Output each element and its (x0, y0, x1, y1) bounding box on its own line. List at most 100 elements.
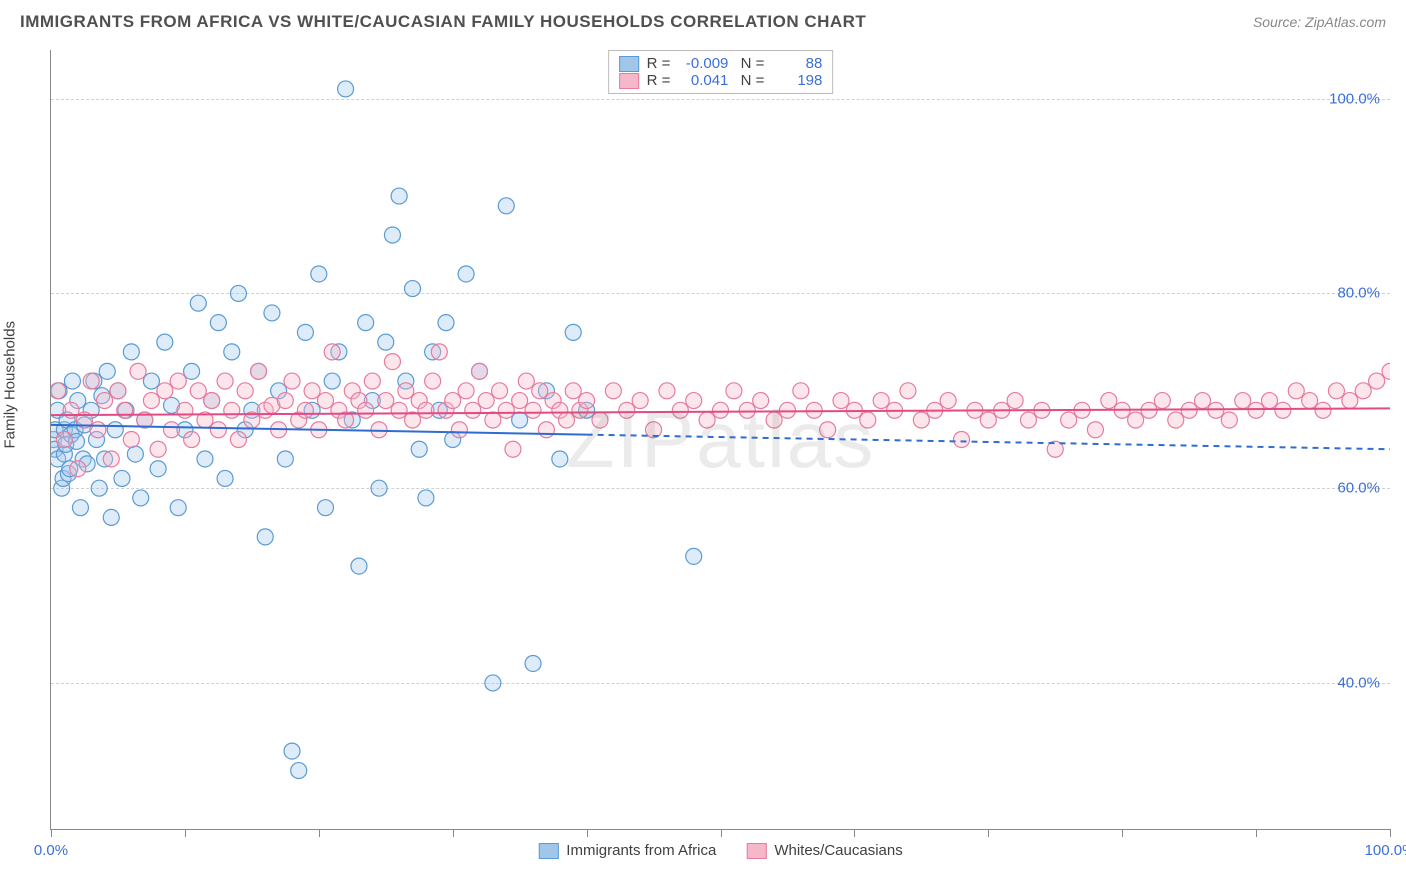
data-point (512, 393, 528, 409)
data-point (297, 402, 313, 418)
data-point (338, 81, 354, 97)
chart-header: IMMIGRANTS FROM AFRICA VS WHITE/CAUCASIA… (0, 0, 1406, 40)
data-point (251, 363, 267, 379)
legend-n-label: N = (736, 72, 764, 89)
data-point (364, 373, 380, 389)
data-point (471, 363, 487, 379)
plot-area: ZIPatlas R = -0.009 N = 88 R = 0.041 N =… (50, 50, 1390, 830)
data-point (358, 402, 374, 418)
data-point (170, 373, 186, 389)
data-point (739, 402, 755, 418)
x-tick (453, 829, 454, 837)
x-tick (854, 829, 855, 837)
data-point (133, 490, 149, 506)
data-point (277, 393, 293, 409)
legend-n-label: N = (736, 55, 764, 72)
data-point (123, 432, 139, 448)
data-point (264, 305, 280, 321)
data-point (1248, 402, 1264, 418)
data-point (224, 344, 240, 360)
data-point (431, 344, 447, 360)
data-point (820, 422, 836, 438)
data-point (913, 412, 929, 428)
data-point (686, 393, 702, 409)
data-point (157, 334, 173, 350)
x-tick (319, 829, 320, 837)
data-point (117, 402, 133, 418)
data-point (371, 480, 387, 496)
data-point (418, 490, 434, 506)
data-point (297, 324, 313, 340)
data-point (123, 344, 139, 360)
data-point (1355, 383, 1371, 399)
data-point (257, 529, 273, 545)
data-point (726, 383, 742, 399)
data-point (1328, 383, 1344, 399)
data-point (485, 412, 501, 428)
data-point (157, 383, 173, 399)
data-point (230, 432, 246, 448)
data-point (384, 354, 400, 370)
data-point (103, 451, 119, 467)
data-point (954, 432, 970, 448)
data-point (1302, 393, 1318, 409)
x-tick (988, 829, 989, 837)
data-point (1168, 412, 1184, 428)
data-point (1061, 412, 1077, 428)
data-point (110, 383, 126, 399)
data-point (284, 373, 300, 389)
x-tick (1256, 829, 1257, 837)
legend-item-africa: Immigrants from Africa (538, 842, 716, 859)
data-point (525, 402, 541, 418)
data-point (538, 422, 554, 438)
data-point (210, 422, 226, 438)
data-point (659, 383, 675, 399)
data-point (130, 363, 146, 379)
legend-r-label: R = (647, 55, 671, 72)
data-point (532, 383, 548, 399)
data-point (1342, 393, 1358, 409)
data-point (465, 402, 481, 418)
data-point (114, 470, 130, 486)
data-point (505, 441, 521, 457)
legend-n-value-white: 198 (772, 72, 822, 89)
x-tick-label: 0.0% (34, 842, 68, 859)
legend-row: R = -0.009 N = 88 (619, 55, 823, 72)
data-point (445, 393, 461, 409)
data-point (1315, 402, 1331, 418)
legend-series: Immigrants from Africa Whites/Caucasians (538, 842, 902, 859)
data-point (605, 383, 621, 399)
legend-swatch-white (619, 73, 639, 89)
data-point (498, 198, 514, 214)
data-point (184, 363, 200, 379)
data-point (398, 383, 414, 399)
data-point (565, 324, 581, 340)
data-point (559, 412, 575, 428)
data-point (766, 412, 782, 428)
data-point (686, 548, 702, 564)
data-point (70, 461, 86, 477)
data-point (143, 393, 159, 409)
data-point (1101, 393, 1117, 409)
data-point (91, 480, 107, 496)
y-axis-label: Family Households (2, 321, 19, 449)
data-point (1128, 412, 1144, 428)
data-point (64, 373, 80, 389)
data-point (99, 363, 115, 379)
chart-source: Source: ZipAtlas.com (1253, 14, 1386, 30)
data-point (425, 373, 441, 389)
legend-r-label: R = (647, 72, 671, 89)
data-point (317, 393, 333, 409)
chart-title: IMMIGRANTS FROM AFRICA VS WHITE/CAUCASIA… (20, 12, 866, 32)
legend-label-africa: Immigrants from Africa (566, 842, 716, 859)
data-point (525, 655, 541, 671)
data-point (378, 393, 394, 409)
data-point (1195, 393, 1211, 409)
data-point (72, 500, 88, 516)
x-tick (51, 829, 52, 837)
legend-row: R = 0.041 N = 198 (619, 72, 823, 89)
legend-n-value-africa: 88 (772, 55, 822, 72)
data-point (224, 402, 240, 418)
trend-line-extrapolated (587, 435, 1390, 450)
data-point (518, 373, 534, 389)
